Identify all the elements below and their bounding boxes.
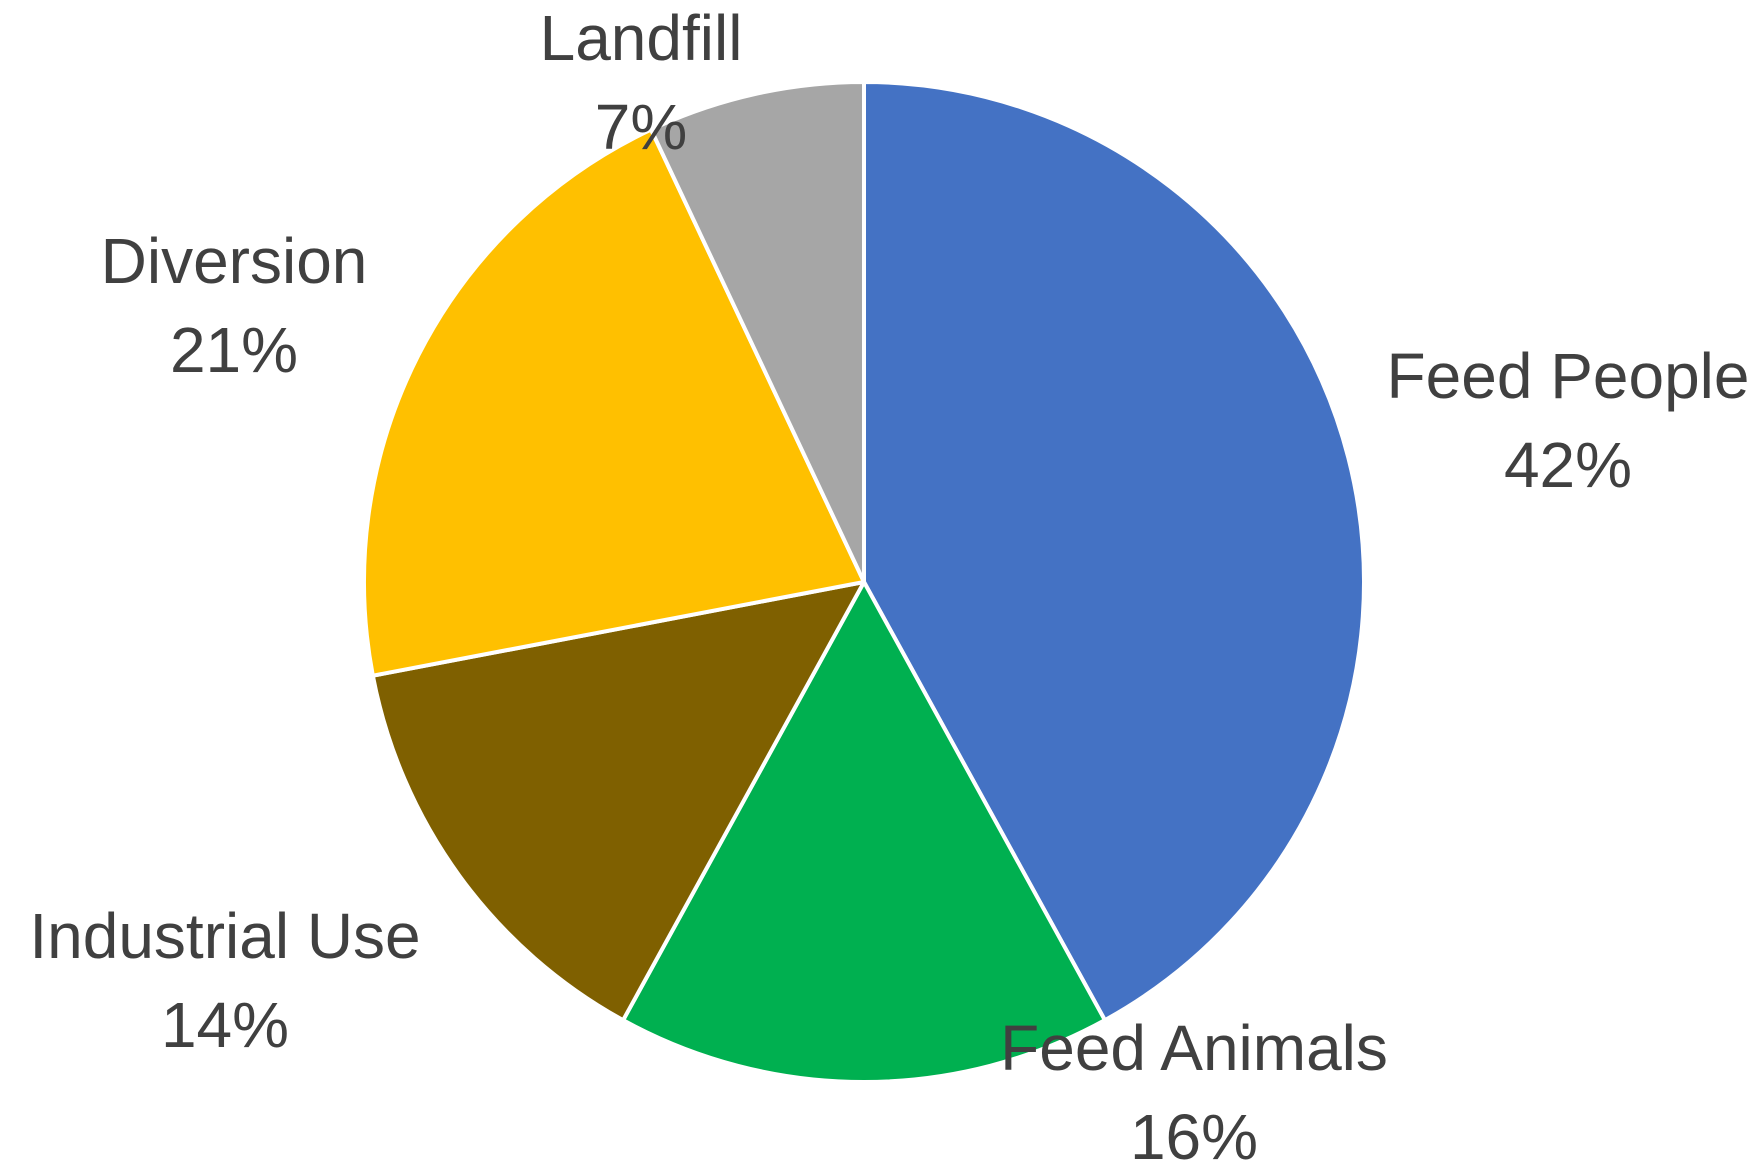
pie-labels: Feed People 42% Feed Animals 16% Industrial … — [29, 2, 1750, 1168]
data-label-landfill: Landfill 7% — [540, 2, 743, 163]
slice-category-label: Feed People — [1387, 340, 1750, 412]
pie-slice-landfill — [649, 80, 866, 584]
slice-percent-label: 42% — [1504, 429, 1632, 501]
data-label-industrial-use: Industrial Use 14% — [29, 900, 420, 1061]
slice-category-label: Feed Animals — [1000, 1012, 1388, 1084]
pie-slices — [362, 80, 1366, 1084]
slice-percent-label: 14% — [161, 989, 289, 1061]
pie-slice-diversion — [362, 127, 866, 678]
slice-category-label: Landfill — [540, 2, 743, 74]
pie-slice-feed-people — [862, 80, 1366, 1023]
slice-percent-label: 7% — [595, 91, 688, 163]
pie-slice-industrial-use — [370, 580, 866, 1023]
data-label-feed-animals: Feed Animals 16% — [1000, 1012, 1388, 1163]
slice-percent-label: 16% — [1130, 1101, 1258, 1163]
slice-percent-label: 21% — [170, 314, 298, 386]
pie-slice-feed-animals — [621, 580, 1107, 1084]
data-label-diversion: Diversion 21% — [101, 225, 368, 386]
data-label-feed-people: Feed People 42% — [1387, 340, 1750, 501]
slice-category-label: Industrial Use — [29, 900, 420, 972]
slice-category-label: Diversion — [101, 225, 368, 297]
